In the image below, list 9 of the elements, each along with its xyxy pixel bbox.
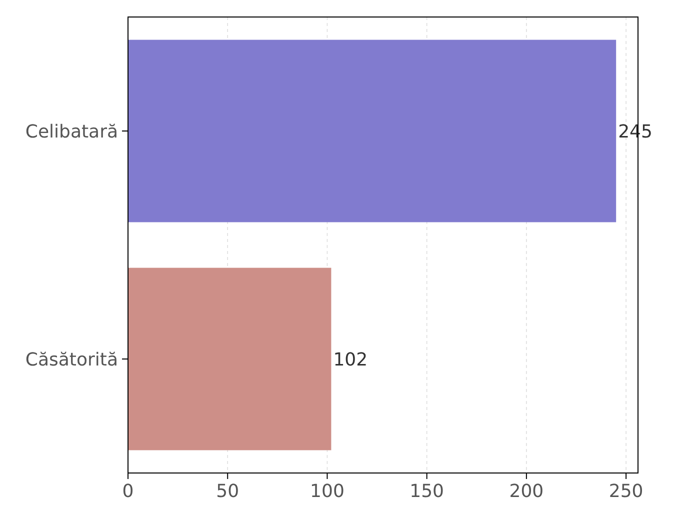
x-tick-label: 250 — [608, 481, 644, 502]
y-tick-label: Celibatară — [25, 121, 118, 142]
x-tick-label: 0 — [122, 481, 134, 502]
y-tick-label: Căsătorită — [25, 349, 118, 370]
x-tick-label: 100 — [310, 481, 344, 502]
x-tick-label: 200 — [509, 481, 544, 502]
x-tick-label: 50 — [216, 481, 240, 502]
x-tick-label: 150 — [410, 481, 444, 502]
data-label: 102 — [333, 349, 368, 370]
